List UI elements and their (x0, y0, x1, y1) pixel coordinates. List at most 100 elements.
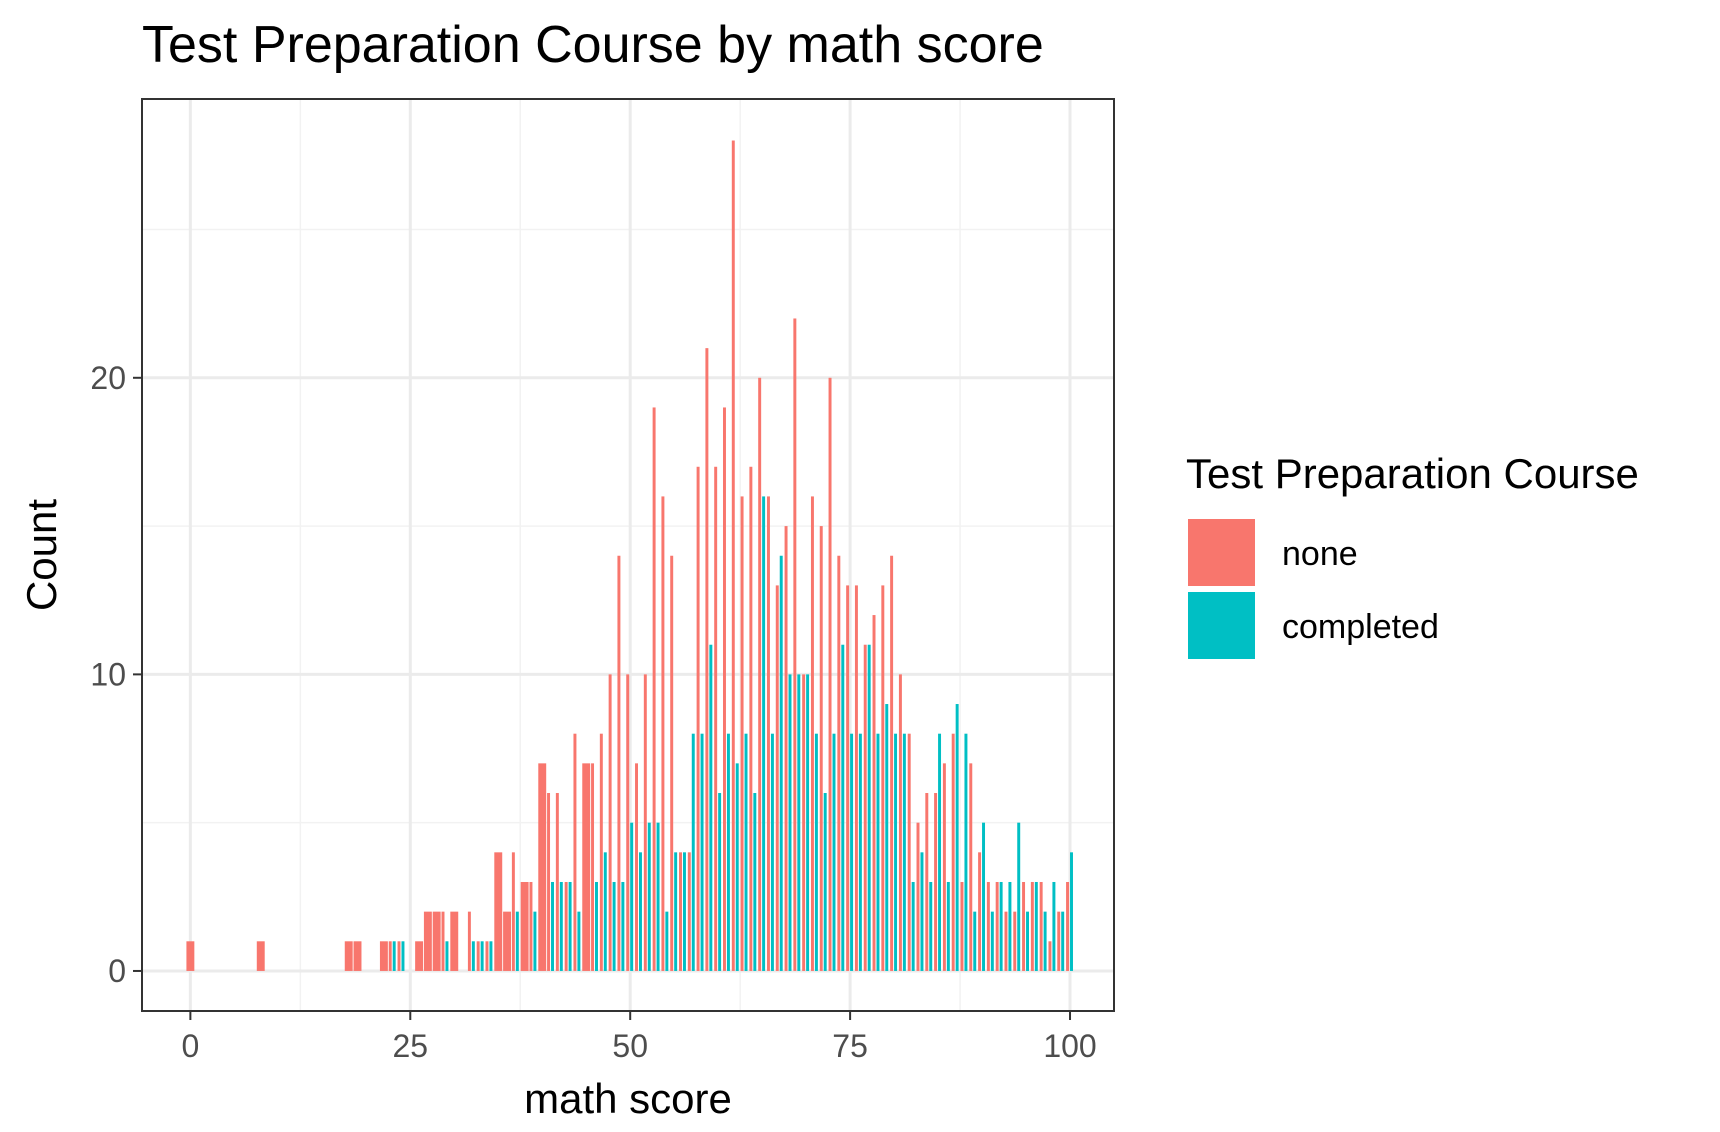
y-tick-label: 20 (90, 360, 126, 396)
bar-completed-97 (1043, 911, 1047, 971)
bar-completed-98 (1052, 881, 1056, 971)
bar-none-89 (969, 763, 973, 971)
bar-completed-56 (682, 852, 686, 971)
bar-none-51 (635, 763, 638, 971)
bar-none-40 (538, 763, 547, 971)
bar-none-39 (529, 881, 533, 971)
bar-none-77 (863, 644, 867, 971)
bar-completed-85 (938, 733, 942, 971)
bar-completed-47 (603, 852, 607, 971)
bar-completed-78 (876, 733, 880, 971)
y-tick-label: 10 (90, 656, 126, 692)
bar-completed-58 (700, 733, 704, 971)
bar-completed-75 (850, 733, 854, 971)
bar-completed-67 (779, 555, 783, 971)
bar-none-54 (661, 496, 665, 971)
bar-none-42 (555, 793, 559, 971)
bar-completed-84 (929, 881, 933, 971)
bar-none-81 (898, 674, 902, 971)
bar-completed-94 (1017, 822, 1021, 971)
bar-none-33 (476, 941, 480, 971)
bar-completed-63 (744, 733, 748, 971)
bar-completed-96 (1034, 881, 1038, 971)
bar-none-22 (379, 941, 388, 971)
bar-completed-55 (674, 852, 678, 971)
x-axis-title: math score (524, 1075, 732, 1122)
bar-none-91 (986, 881, 990, 971)
bar-none-74 (837, 555, 841, 971)
bar-none-56 (679, 852, 682, 971)
axis-ticks (133, 376, 1072, 1020)
bar-completed-43 (568, 881, 572, 971)
bar-completed-57 (691, 733, 695, 971)
bar-completed-77 (867, 644, 871, 971)
bar-completed-76 (858, 733, 862, 971)
bar-completed-52 (647, 822, 651, 971)
x-tick-label: 25 (392, 1028, 428, 1064)
bar-none-98 (1048, 941, 1052, 971)
bar-none-26 (415, 941, 424, 971)
x-tick-label: 0 (181, 1028, 199, 1064)
bar-completed-54 (665, 911, 669, 971)
bar-none-55 (670, 555, 674, 971)
grid-major (142, 99, 1114, 1011)
bar-completed-87 (955, 704, 959, 971)
bar-completed-100 (1070, 852, 1073, 971)
bar-none-45 (582, 763, 591, 971)
bar-completed-80 (894, 733, 898, 971)
bar-completed-61 (726, 733, 730, 971)
legend: Test Preparation Course none completed (1186, 450, 1639, 659)
plot-border (141, 98, 1115, 1012)
bar-completed-44 (577, 911, 581, 971)
bar-none-84 (925, 793, 929, 971)
bar-none-41 (547, 793, 551, 971)
bar-completed-53 (656, 822, 660, 971)
bar-completed-68 (788, 674, 792, 971)
legend-label-none: none (1282, 535, 1358, 573)
bar-completed-34 (489, 941, 493, 971)
bar-completed-33 (480, 941, 484, 971)
bar-none-61 (723, 407, 726, 971)
bar-completed-89 (973, 911, 977, 971)
bar-completed-93 (1008, 881, 1012, 971)
bar-none-34 (485, 941, 489, 971)
bar-completed-41 (551, 881, 554, 971)
chart-title: Test Preparation Course by math score (142, 16, 1044, 74)
bar-none-78 (872, 615, 876, 971)
bar-completed-59 (709, 644, 713, 971)
legend-label-completed: completed (1282, 608, 1439, 646)
bar-none-72 (819, 526, 823, 971)
x-tick-label: 100 (1043, 1028, 1096, 1064)
bar-completed-62 (735, 763, 739, 971)
x-tick-label: 75 (832, 1028, 868, 1064)
bar-none-97 (1039, 881, 1043, 971)
bar-none-92 (995, 881, 999, 971)
bar-none-94 (1013, 911, 1017, 971)
bar-completed-83 (920, 852, 924, 971)
bar-none-71 (810, 496, 814, 971)
bar-completed-91 (990, 911, 994, 971)
bar-completed-82 (911, 881, 915, 971)
bar-completed-32 (471, 941, 475, 971)
bar-none-38 (520, 881, 529, 971)
grid-minor (142, 99, 1114, 1011)
bar-none-19 (353, 941, 362, 971)
axis-tick-labels: 0 25 50 75 100 0 10 20 (90, 360, 1096, 1064)
bar-completed-72 (823, 793, 827, 971)
bar-none-80 (890, 555, 894, 971)
bar-completed-86 (946, 881, 950, 971)
bar-none-46 (591, 763, 595, 971)
bar-completed-23 (392, 941, 396, 971)
bar-completed-24 (401, 941, 405, 971)
bar-completed-71 (814, 733, 818, 971)
bars (186, 140, 1073, 971)
bar-completed-39 (533, 911, 537, 971)
bar-none-35 (494, 852, 503, 971)
bar-none-75 (846, 585, 850, 971)
bar-completed-73 (832, 733, 836, 971)
bar-none-50 (626, 674, 630, 971)
bar-none-70 (802, 674, 806, 971)
bar-none-67 (775, 585, 779, 971)
